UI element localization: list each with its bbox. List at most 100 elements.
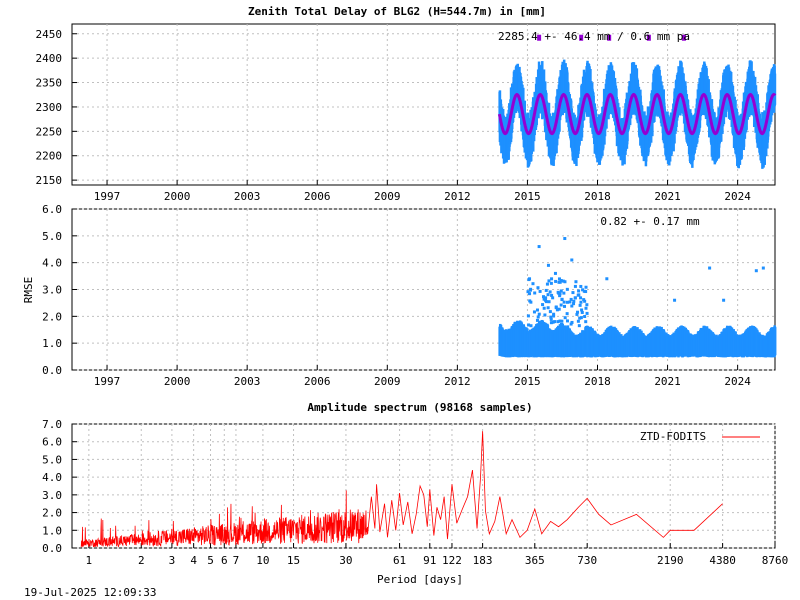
spectrum-x-tick-label: 2190 xyxy=(657,554,684,567)
spectrum-x-tick-label: 15 xyxy=(287,554,300,567)
rmse-point xyxy=(569,322,573,326)
rmse-point xyxy=(580,310,584,314)
rmse-point xyxy=(551,320,555,324)
rmse-point xyxy=(542,297,546,301)
rmse-point xyxy=(548,290,552,294)
rmse-x-tick-label: 2009 xyxy=(374,375,401,388)
rmse-point xyxy=(579,284,583,288)
spectrum-x-tick-label: 10 xyxy=(256,554,269,567)
rmse-point xyxy=(555,308,559,312)
ztd-model-line xyxy=(497,92,777,136)
ztd-annotation: 2285.4 +- 46.4 mm / 0.6 mm pa xyxy=(498,30,690,43)
rmse-point xyxy=(539,323,543,327)
rmse-x-tick-label: 2012 xyxy=(444,375,471,388)
spectrum-x-tick-label: 2 xyxy=(138,554,145,567)
spectrum-x-tick-label: 122 xyxy=(442,554,462,567)
rmse-point xyxy=(557,307,561,311)
rmse-outlier xyxy=(673,298,677,302)
spectrum-x-tick-label: 4380 xyxy=(709,554,736,567)
rmse-x-tick-label: 2015 xyxy=(514,375,541,388)
rmse-point xyxy=(528,299,532,303)
ztd-point xyxy=(773,73,777,105)
spectrum-x-tick-label: 730 xyxy=(577,554,597,567)
rmse-point xyxy=(538,289,542,293)
rmse-x-tick-label: 2006 xyxy=(304,375,331,388)
rmse-y-tick-label: 6.0 xyxy=(42,203,62,216)
rmse-x-tick-label: 2000 xyxy=(164,375,191,388)
ztd-x-tick-label: 2015 xyxy=(514,190,541,203)
rmse-point xyxy=(579,296,583,300)
rmse-data xyxy=(498,237,777,358)
rmse-outlier xyxy=(605,277,609,281)
rmse-point xyxy=(554,279,558,283)
rmse-point xyxy=(541,295,545,299)
ztd-x-tick-label: 2009 xyxy=(374,190,401,203)
ztd-x-tick-label: 1997 xyxy=(94,190,121,203)
rmse-outlier xyxy=(754,269,758,273)
rmse-point xyxy=(545,282,549,286)
spectrum-x-tick-label: 91 xyxy=(423,554,436,567)
rmse-point xyxy=(560,319,564,323)
ztd-y-tick-label: 2350 xyxy=(36,77,63,90)
rmse-point xyxy=(549,281,553,285)
rmse-point xyxy=(578,303,582,307)
rmse-point xyxy=(581,288,585,292)
rmse-point xyxy=(570,320,574,324)
rmse-outlier xyxy=(563,237,567,241)
ztd-x-tick-label: 2003 xyxy=(234,190,261,203)
spectrum-ticks: 1 2 3 4 5 6 7 10 15 30 61 91 122 183 365 730 2190 4380 876… xyxy=(42,418,788,567)
rmse-point xyxy=(562,300,566,304)
rmse-point xyxy=(528,292,532,296)
rmse-y-tick-label: 4.0 xyxy=(42,257,62,270)
rmse-x-tick-label: 2021 xyxy=(654,375,681,388)
rmse-x-tick-label: 2024 xyxy=(724,375,751,388)
rmse-point xyxy=(526,290,530,294)
rmse-point xyxy=(536,286,540,290)
rmse-point xyxy=(573,296,577,300)
rmse-point xyxy=(549,317,553,321)
rmse-point xyxy=(546,293,550,297)
ztd-data xyxy=(497,34,777,169)
rmse-point xyxy=(544,296,548,300)
ztd-y-tick-label: 2300 xyxy=(36,101,63,114)
timestamp: 19-Jul-2025 12:09:33 xyxy=(24,586,156,599)
rmse-point xyxy=(536,315,540,319)
rmse-point xyxy=(526,314,530,318)
rmse-point xyxy=(559,289,563,293)
rmse-y-tick-label: 0.0 xyxy=(42,364,62,377)
rmse-point xyxy=(527,278,531,282)
spectrum-x-tick-label: 30 xyxy=(339,554,352,567)
spectrum-x-tick-label: 1 xyxy=(86,554,93,567)
rmse-point xyxy=(529,324,533,328)
rmse-point xyxy=(577,324,581,328)
rmse-point xyxy=(543,313,547,317)
rmse-point xyxy=(549,315,553,319)
rmse-point xyxy=(556,320,560,324)
rmse-panel: 1997 2000 2003 2006 2009 2012 2015 2018 2021 2024… xyxy=(22,203,777,388)
rmse-point xyxy=(584,285,588,289)
rmse-point xyxy=(535,308,539,312)
rmse-point xyxy=(573,284,577,288)
rmse-point xyxy=(583,314,587,318)
rmse-point xyxy=(552,314,556,318)
rmse-point xyxy=(547,300,551,304)
rmse-point xyxy=(582,298,586,302)
rmse-point xyxy=(541,303,545,307)
spectrum-title: Amplitude spectrum (98168 samples) xyxy=(307,401,532,414)
rmse-point xyxy=(565,312,569,316)
spectrum-x-tick-label: 5 xyxy=(207,554,214,567)
rmse-point xyxy=(773,327,777,356)
spectrum-y-tick-label: 2.0 xyxy=(42,507,62,520)
rmse-point xyxy=(529,287,533,291)
rmse-point xyxy=(563,304,567,308)
ztd-y-tick-label: 2250 xyxy=(36,125,63,138)
spectrum-grid xyxy=(72,423,776,549)
rmse-outlier xyxy=(570,258,574,262)
rmse-point xyxy=(563,280,567,284)
rmse-outlier xyxy=(546,263,550,267)
rmse-point xyxy=(531,282,535,286)
rmse-point xyxy=(584,306,588,310)
rmse-outlier xyxy=(537,245,541,249)
rmse-x-tick-label: 2003 xyxy=(234,375,261,388)
